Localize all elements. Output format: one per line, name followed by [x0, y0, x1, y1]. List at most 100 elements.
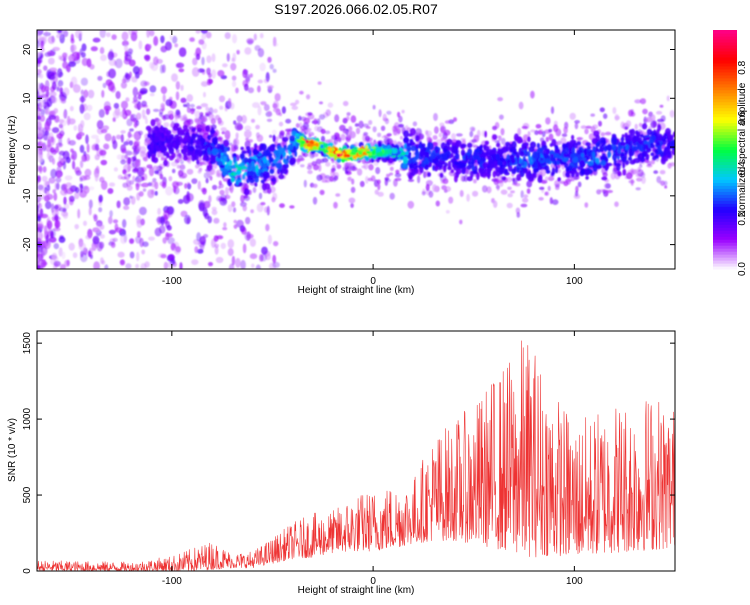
halo-blob [656, 110, 663, 115]
halo-blob [389, 166, 394, 171]
noise-blob [166, 225, 172, 231]
halo-blob [384, 177, 390, 181]
noise-blob [37, 215, 42, 222]
noise-blob [44, 52, 52, 57]
ridge-blob [196, 159, 200, 165]
spectrogram-y-tick-label: -20 [22, 237, 33, 252]
ridge-blob [639, 153, 643, 160]
ridge-blob [595, 142, 600, 148]
noise-blob [90, 46, 98, 52]
noise-blob [233, 137, 240, 147]
halo-blob [333, 201, 338, 209]
halo-blob [238, 124, 242, 131]
noise-blob [121, 78, 127, 84]
halo-blob [345, 170, 349, 174]
ridge-blob [572, 142, 578, 149]
ridge-blob [163, 151, 169, 157]
halo-blob [372, 126, 377, 133]
peak-blob [365, 150, 371, 154]
noise-blob [40, 40, 44, 50]
ridge-blob [262, 170, 269, 179]
halo-blob [255, 124, 260, 130]
colorbar-cell [713, 128, 737, 133]
halo-blob [217, 120, 224, 126]
halo-blob [362, 123, 369, 128]
peak-blob [332, 150, 336, 154]
colorbar-cell [713, 68, 737, 73]
noise-blob [108, 68, 116, 79]
noise-blob [196, 232, 202, 242]
colorbar-cell [713, 224, 737, 228]
ridge-blob [194, 145, 201, 149]
halo-blob [306, 165, 312, 170]
halo-blob [577, 181, 582, 188]
noise-blob [63, 196, 67, 205]
halo-blob [272, 192, 278, 201]
noise-blob [62, 208, 67, 213]
ridge-blob [251, 171, 257, 179]
ridge-blob [482, 161, 488, 169]
halo-blob [444, 186, 452, 192]
halo-blob [492, 125, 497, 130]
ridge-blob [550, 153, 554, 158]
snr-x-tick-label: 0 [370, 576, 376, 587]
halo-blob [122, 182, 129, 188]
noise-blob [62, 160, 67, 170]
figure-title: S197.2026.066.02.05.R07 [274, 1, 438, 17]
ridge-blob [470, 170, 474, 179]
ridge-blob [610, 143, 617, 151]
halo-blob [530, 129, 536, 133]
ridge-blob [472, 169, 478, 175]
noise-blob [120, 133, 124, 143]
noise-blob [171, 168, 176, 174]
ridge-blob [572, 167, 577, 172]
halo-blob [170, 161, 178, 167]
ridge-blob [198, 143, 205, 151]
noise-blob [225, 186, 229, 196]
ridge-blob [585, 142, 591, 147]
ridge-blob [660, 156, 667, 165]
ridge-blob [521, 145, 526, 151]
colorbar-cell [713, 104, 737, 109]
ridge-blob [264, 183, 271, 190]
halo-blob [561, 133, 568, 138]
noise-blob [121, 31, 129, 41]
ridge-blob [537, 147, 544, 152]
halo-blob [482, 185, 488, 193]
halo-blob [165, 99, 173, 107]
halo-blob [244, 125, 252, 131]
noise-blob [227, 239, 235, 249]
halo-blob [319, 189, 325, 196]
noise-blob [220, 194, 227, 202]
ridge-blob [261, 161, 268, 169]
noise-blob [44, 120, 51, 131]
halo-blob [407, 200, 415, 209]
noise-blob [37, 141, 44, 151]
noise-blob [92, 235, 100, 245]
colorbar: 0.0 0.2 0.4 0.6 0.8 Normalized spectral ampl… [713, 30, 748, 276]
noise-blob [149, 85, 157, 93]
snr-x-axis-label: Height of straight line (km) [298, 585, 415, 596]
halo-blob [212, 184, 218, 190]
ridge-blob [149, 141, 154, 149]
halo-blob [394, 173, 402, 178]
halo-blob [150, 180, 157, 188]
halo-blob [377, 191, 384, 197]
halo-blob [307, 112, 313, 116]
halo-blob [318, 164, 322, 172]
halo-blob [433, 113, 438, 121]
halo-blob [235, 132, 239, 139]
noise-blob [260, 254, 268, 262]
noise-blob [166, 233, 173, 238]
halo-blob [186, 182, 190, 186]
ridge-blob [223, 155, 227, 163]
noise-blob [211, 69, 217, 79]
noise-blob [92, 37, 101, 43]
noise-blob [53, 243, 59, 250]
colorbar-cell [713, 92, 737, 97]
halo-blob [416, 127, 420, 133]
ridge-blob [499, 164, 506, 169]
ridge-blob [259, 146, 263, 152]
halo-blob [290, 102, 297, 107]
